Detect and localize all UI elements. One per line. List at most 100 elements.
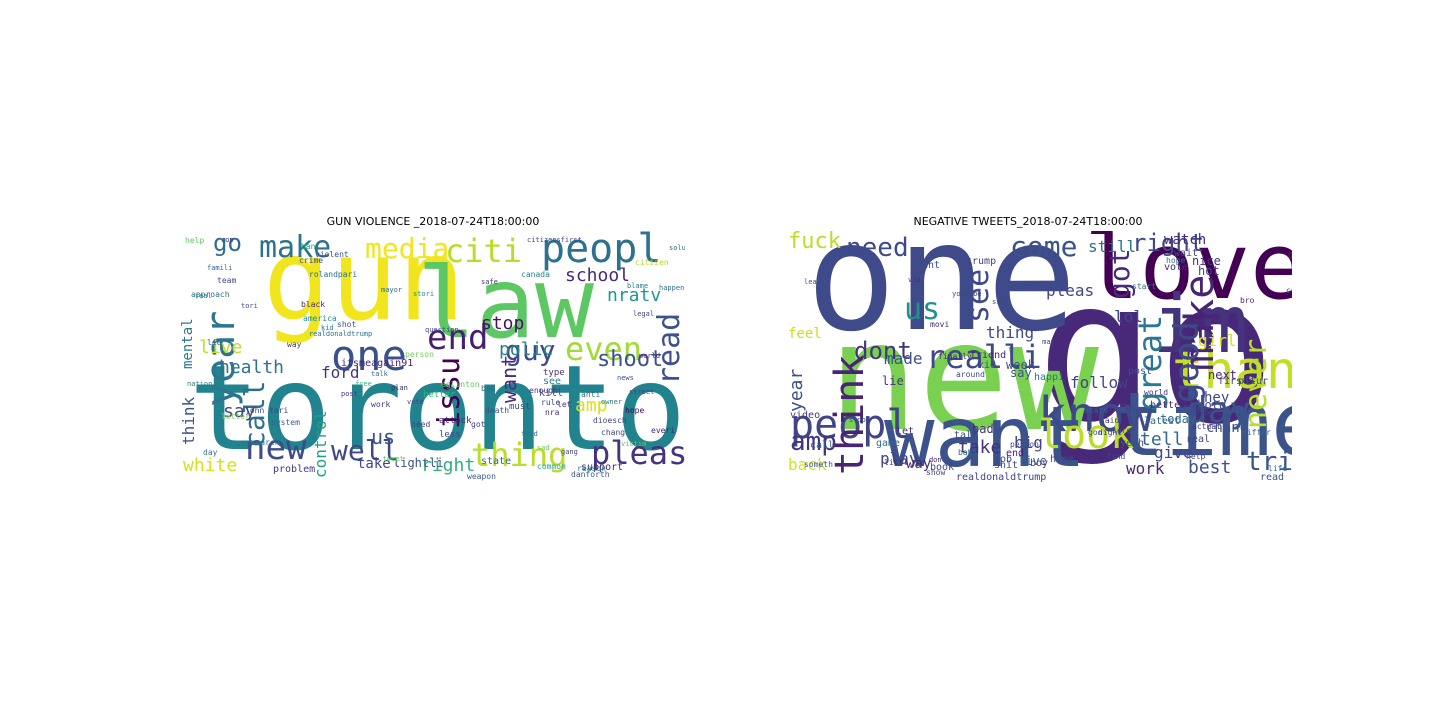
cloud-word: real (195, 293, 212, 300)
cloud-word: sinc (992, 299, 1009, 306)
cloud-word: anyon (1190, 409, 1214, 417)
cloud-word: got (471, 421, 485, 429)
cloud-word: enough (529, 387, 558, 395)
cloud-word: work (371, 401, 390, 409)
cloud-word: chang (601, 429, 625, 437)
cloud-word: boy (1030, 459, 1048, 469)
cloud-word: legal (633, 311, 654, 318)
cloud-word: anti (581, 391, 600, 399)
cloud-word: don (929, 457, 942, 464)
cloud-word: around (956, 371, 985, 379)
cloud-word: stori (413, 291, 434, 298)
cloud-word: blame (627, 283, 648, 290)
cloud-word: citizensfirst (527, 237, 582, 244)
cloud-word: tweet (383, 456, 404, 463)
cloud-word: person (1010, 441, 1039, 449)
cloud-word: feel (788, 327, 822, 341)
cloud-word: fuck (788, 231, 841, 253)
cloud-word: famili (207, 265, 232, 272)
cloud-word: street (629, 389, 654, 396)
cloud-word: cant (916, 261, 940, 271)
cloud-word: realdonaldtrump (309, 331, 372, 338)
cloud-word: state (481, 457, 511, 467)
cloud-word: girl (1198, 333, 1237, 349)
cloud-word: attack (439, 417, 472, 426)
cloud-word: youtube (952, 291, 982, 298)
cloud-word: less (439, 431, 461, 440)
cloud-word: plan (391, 385, 408, 392)
cloud-word: polic (499, 341, 553, 359)
cloud-word: watch (1164, 233, 1206, 247)
cloud-word: find (1106, 453, 1125, 461)
cloud-word: need (411, 421, 430, 429)
cloud-word: weapon (467, 473, 496, 481)
cloud-word: talk (371, 371, 388, 378)
cloud-word: america (303, 315, 337, 323)
cloud-word: problem (273, 465, 315, 475)
cloud-word: cop (221, 237, 234, 244)
cloud-word: itsmeagain91 (341, 359, 413, 369)
cloud-word: need (846, 235, 909, 261)
cloud-word: state (1084, 407, 1108, 415)
cloud-word: differ (1242, 429, 1271, 437)
cloud-word: talk (954, 431, 978, 441)
cloud-word: dioesch (593, 417, 627, 425)
cloud-word: made (884, 351, 923, 367)
cloud-word: world (639, 353, 660, 360)
panel-title: GUN VIOLENCE _2018-07-24T18:00:00 (327, 215, 540, 228)
cloud-word: pitur (1238, 377, 1268, 387)
cloud-word: may (1042, 339, 1055, 346)
cloud-word: actual (1192, 423, 1221, 431)
cloud-word: question (425, 327, 459, 334)
cloud-word: victim (621, 441, 646, 448)
cloud-word: lie (207, 339, 221, 347)
cloud-word: work (1126, 461, 1165, 477)
cloud-word: bro (1240, 297, 1254, 305)
cloud-word: happi (1034, 373, 1064, 383)
cloud-word: show (926, 469, 945, 477)
cloud-word: countri (1286, 287, 1292, 295)
cloud-word: want (499, 355, 519, 403)
cloud-word: eglinton (441, 381, 480, 389)
cloud-word: someth (804, 461, 833, 469)
cloud-word: mayor (381, 287, 402, 294)
cloud-word: us (371, 427, 395, 447)
cloud-word: hope (625, 407, 644, 415)
cloud-word: latest (1144, 417, 1180, 427)
cloud-word: school (565, 267, 630, 285)
cloud-word: real (1186, 435, 1210, 445)
cloud-word: stop (849, 417, 866, 424)
cloud-word: reason (577, 465, 606, 473)
cloud-word: think (181, 397, 197, 445)
cloud-word: help (1186, 453, 1205, 461)
cloud-word: team (217, 277, 236, 285)
cloud-word: health (219, 359, 284, 377)
cloud-word: lol (1114, 309, 1143, 325)
cloud-word: must (509, 403, 531, 412)
cloud-word: post (341, 391, 358, 398)
cloud-word: thing (986, 325, 1034, 341)
cloud-word: world (1144, 389, 1168, 397)
cloud-word: ban (301, 243, 315, 251)
cloud-word: pleas (1046, 283, 1094, 299)
cloud-word: citizen (635, 259, 669, 267)
cloud-word: gang (561, 449, 578, 456)
cloud-word: babi (958, 449, 977, 457)
cloud-word: hope (1166, 257, 1185, 265)
cloud-word: black (301, 301, 325, 309)
cloud-word: fund (521, 431, 538, 438)
cloud-word: free (355, 381, 372, 388)
cloud-word: way (287, 341, 301, 349)
cloud-word: better (423, 391, 456, 400)
cloud-word: media (365, 235, 449, 263)
cloud-word: bad (481, 385, 495, 393)
cloud-word: video (790, 411, 820, 421)
cloud-word: person (405, 351, 434, 359)
cloud-word: night (1098, 429, 1122, 437)
cloud-word: year (788, 369, 806, 412)
cloud-word: littl (884, 459, 908, 467)
cloud-word: tori (241, 303, 258, 310)
cloud-word: come (1010, 233, 1077, 261)
cloud-word: everi (651, 427, 675, 435)
cloud-word: game (876, 439, 900, 449)
